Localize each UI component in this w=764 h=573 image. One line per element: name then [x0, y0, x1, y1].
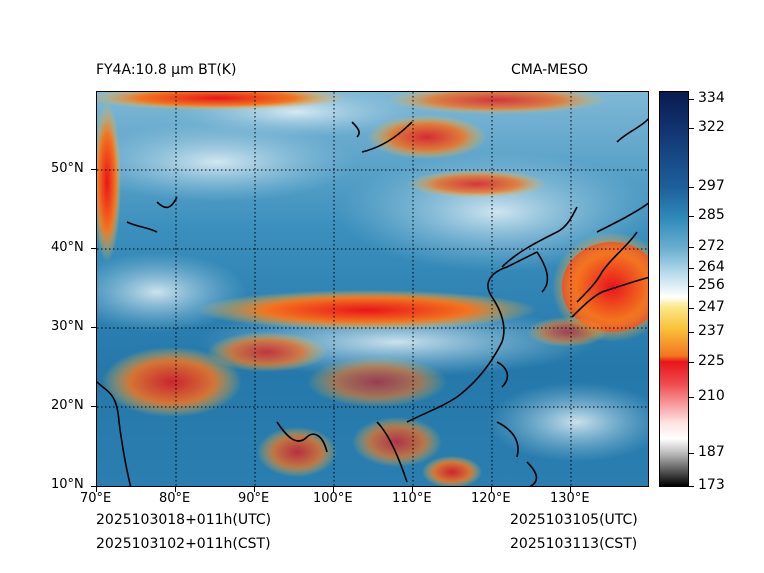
lat-label: 30°N: [51, 319, 84, 334]
lat-label: 40°N: [51, 240, 84, 255]
lat-tick-mark: [91, 248, 96, 249]
colorbar-tick-label: 285: [698, 207, 725, 223]
satellite-map: [96, 91, 649, 487]
colorbar-tick-mark: [689, 308, 694, 309]
lat-tick-mark: [91, 327, 96, 328]
colorbar-tick-label: 210: [698, 388, 725, 404]
lon-tick-mark: [570, 487, 571, 492]
colorbar-tick-mark: [689, 216, 694, 217]
model-name: CMA-MESO: [511, 62, 589, 78]
colorbar-tick-label: 187: [698, 444, 725, 460]
colorbar-tick-mark: [689, 286, 694, 287]
lon-tick-mark: [333, 487, 334, 492]
colorbar-tick-mark: [689, 453, 694, 454]
graticule: [97, 92, 648, 486]
init-time-utc: 2025103018+011h(UTC): [96, 512, 272, 528]
colorbar-tick-label: 322: [698, 119, 725, 135]
colorbar-tick-label: 334: [698, 90, 725, 106]
temperature-colorbar: [659, 91, 689, 487]
lon-label: 70°E: [80, 491, 112, 506]
colorbar-tick-mark: [689, 99, 694, 100]
lat-label: 50°N: [51, 161, 84, 176]
lon-tick-mark: [412, 487, 413, 492]
lat-tick-mark: [91, 406, 96, 407]
lat-label: 10°N: [51, 477, 84, 492]
lon-tick-mark: [175, 487, 176, 492]
lon-label: 120°E: [471, 491, 511, 506]
colorbar-tick-mark: [689, 362, 694, 363]
colorbar-gradient: [660, 92, 688, 486]
colorbar-tick-label: 264: [698, 259, 725, 275]
colorbar-tick-label: 247: [698, 299, 725, 315]
init-time-cst: 2025103102+011h(CST): [96, 536, 271, 552]
colorbar-tick-mark: [689, 247, 694, 248]
map-title: FY4A:10.8 µm BT(K): [96, 62, 237, 78]
colorbar-tick-mark: [689, 332, 694, 333]
lon-tick-mark: [491, 487, 492, 492]
colorbar-tick-mark: [689, 128, 694, 129]
lon-label: 80°E: [159, 491, 191, 506]
convective-cloud-tops: [97, 92, 648, 486]
colorbar-tick-mark: [689, 486, 694, 487]
lat-tick-mark: [91, 169, 96, 170]
lon-label: 90°E: [238, 491, 270, 506]
colorbar-tick-mark: [689, 268, 694, 269]
colorbar-tick-label: 272: [698, 238, 725, 254]
valid-time-utc: 2025103105(UTC): [510, 512, 638, 528]
lat-label: 20°N: [51, 398, 84, 413]
colorbar-tick-label: 237: [698, 323, 725, 339]
colorbar-tick-label: 225: [698, 353, 725, 369]
colorbar-tick-label: 256: [698, 277, 725, 293]
colorbar-tick-label: 173: [698, 477, 725, 493]
colorbar-tick-mark: [689, 397, 694, 398]
lon-tick-mark: [96, 487, 97, 492]
colorbar-tick-label: 297: [698, 178, 725, 194]
coastlines: [97, 117, 648, 486]
valid-time-cst: 2025103113(CST): [510, 536, 638, 552]
lon-label: 130°E: [550, 491, 590, 506]
lon-label: 100°E: [313, 491, 353, 506]
lon-label: 110°E: [392, 491, 432, 506]
lat-tick-mark: [91, 486, 96, 487]
lon-tick-mark: [254, 487, 255, 492]
colorbar-tick-mark: [689, 187, 694, 188]
brightness-temperature-field: [97, 92, 648, 486]
